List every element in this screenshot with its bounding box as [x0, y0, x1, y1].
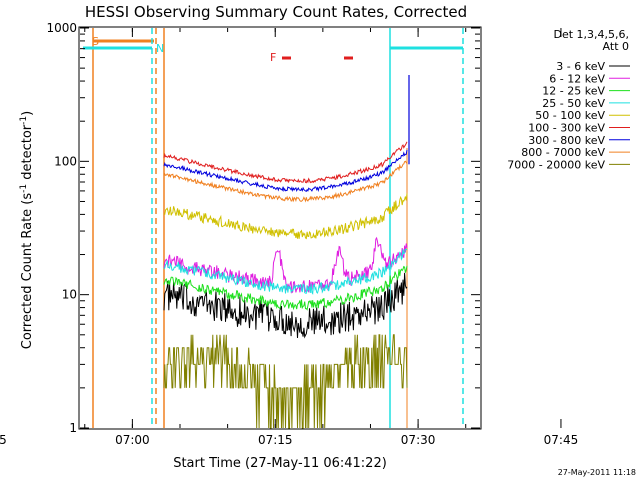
legend-entry-label: 6 - 12 keV: [549, 72, 605, 85]
legend-entry-label: 7000 - 20000 keV: [507, 158, 605, 171]
legend-entry-label: 300 - 800 keV: [528, 134, 605, 147]
legend-entry-label: 25 - 50 keV: [542, 97, 605, 110]
legend-entry-label: 800 - 7000 keV: [521, 146, 605, 159]
series-line-3: [163, 265, 408, 311]
legend-entry-label: 50 - 100 keV: [535, 109, 605, 122]
footer-timestamp: 27-May-2011 11:18: [558, 468, 636, 477]
y-tick-label: 100: [54, 154, 77, 168]
x-tick-label: 07:45: [544, 433, 579, 447]
plot-frame: [78, 26, 482, 430]
series-line-8: [163, 160, 408, 203]
series-line-7: [163, 149, 408, 193]
x-tick-label: 07:00: [115, 433, 150, 447]
y-tick-label: 1: [69, 421, 77, 435]
x-tick-label: 07:30: [401, 433, 436, 447]
legend-header-line-2: Att 0: [603, 40, 629, 53]
x-tick-label: 07:15: [258, 433, 293, 447]
legend-entry-label: 100 - 300 keV: [528, 122, 605, 135]
chart-title: HESSI Observing Summary Count Rates, Cor…: [85, 3, 467, 21]
saa-flag-label: S: [92, 35, 99, 48]
legend-entry-label: 3 - 6 keV: [556, 60, 605, 73]
series-line-9: [163, 334, 408, 429]
night-flag-label: N: [156, 42, 164, 55]
y-tick-label: 1000: [46, 21, 77, 35]
legend-entry-label: 12 - 25 keV: [542, 85, 605, 98]
y-tick-label: 10: [62, 288, 77, 302]
series-line-2: [163, 236, 408, 294]
x-axis-label: Start Time (27-May-11 06:41:22): [173, 456, 387, 471]
legend-header-line-1: Det 1,3,4,5,6,: [553, 28, 629, 41]
series-line-4: [163, 248, 408, 295]
y-axis-label: Corrected Count Rate (s-1 detector-1): [19, 111, 35, 349]
series-line-5: [163, 193, 408, 240]
series-line-1: [163, 272, 408, 339]
series-line-6: [163, 141, 408, 184]
flare-flag-label: F: [270, 51, 276, 64]
x-tick-label: 06:45: [0, 433, 7, 447]
